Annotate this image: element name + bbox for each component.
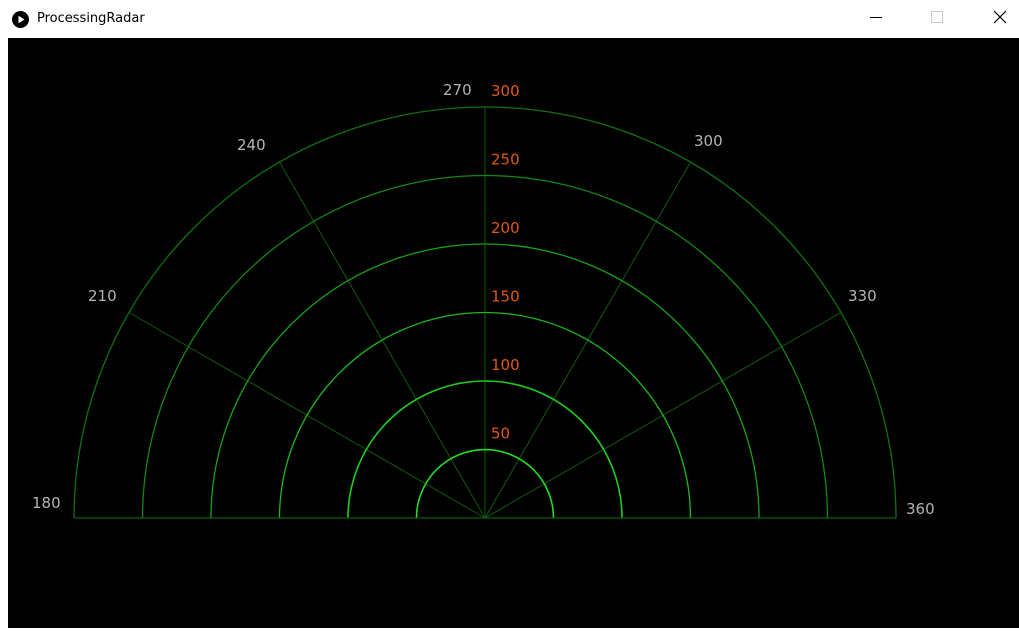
radar-ring-200 — [210, 243, 760, 519]
window-title: ProcessingRadar — [37, 11, 145, 26]
title-bar: ProcessingRadar — [0, 0, 1019, 38]
distance-label-150: 150 — [491, 288, 520, 306]
angle-label-210: 210 — [88, 287, 117, 305]
maximize-button[interactable] — [914, 0, 960, 38]
close-button[interactable] — [977, 0, 1019, 38]
maximize-icon — [931, 10, 943, 28]
radar-ring-250 — [141, 174, 829, 519]
angle-label-180: 180 — [32, 494, 61, 512]
angle-label-360: 360 — [906, 500, 935, 518]
distance-label-100: 100 — [491, 356, 520, 374]
angle-label-300: 300 — [694, 132, 723, 150]
angle-label-240: 240 — [237, 136, 266, 154]
radar-display: 180 210 240 270 300 330 360 50 100 150 200 250 300 — [32, 81, 935, 519]
radar-ring-50 — [415, 448, 555, 519]
radar-ring-150 — [278, 311, 692, 519]
minimize-button[interactable] — [853, 0, 899, 38]
distance-label-250: 250 — [491, 151, 520, 169]
radar-ring-100 — [347, 380, 623, 519]
close-icon — [993, 10, 1007, 29]
radar-ring-300 — [73, 106, 897, 519]
distance-label-50: 50 — [491, 425, 510, 443]
angle-label-330: 330 — [848, 287, 877, 305]
minimize-icon — [870, 10, 882, 28]
radar-canvas: 180 210 240 270 300 330 360 50 100 150 200 250 300 — [8, 38, 1019, 628]
distance-label-200: 200 — [491, 219, 520, 237]
distance-label-300: 300 — [491, 82, 520, 100]
play-circle-icon — [12, 11, 29, 28]
angle-label-270: 270 — [443, 81, 472, 99]
